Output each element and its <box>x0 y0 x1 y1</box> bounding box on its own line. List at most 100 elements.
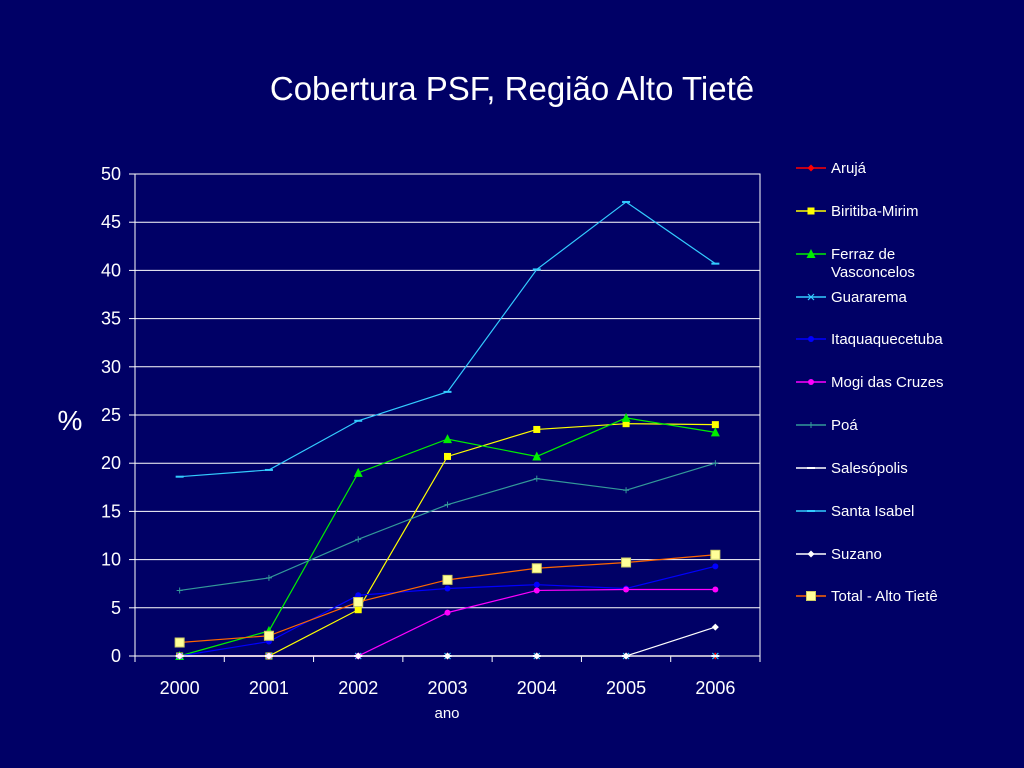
data-point-biritiba-mirim <box>444 452 451 460</box>
data-point-suzano <box>354 652 362 660</box>
data-point-biritiba-mirim <box>622 420 630 428</box>
legend-swatch-marker <box>808 422 814 428</box>
data-point-itaquaquecetuba <box>444 585 451 592</box>
legend-item-guararema: Guararema <box>796 289 908 306</box>
legend-label: Mogi das Cruzes <box>831 374 944 391</box>
x-tick-label: 2002 <box>338 678 378 698</box>
data-point-suzano <box>533 652 541 660</box>
legend-item-total-alto-tiete: Total - Alto Tietê <box>796 588 938 605</box>
data-point-ferraz-de-vasconcelos <box>710 427 720 437</box>
data-point-poa <box>623 487 630 494</box>
legend-swatch-marker <box>808 336 814 342</box>
data-point-suzano <box>265 652 273 660</box>
data-point-total-alto-tiete <box>531 563 542 574</box>
legend-swatch-marker <box>807 207 815 215</box>
x-tick-label: 2003 <box>427 678 467 698</box>
x-axis-ticks: 2000 2001 2002 2003 2004 2005 2006 <box>134 656 761 698</box>
x-tick-label: 2005 <box>606 678 646 698</box>
y-tick-label: 15 <box>101 501 121 521</box>
y-tick-label: 50 <box>101 164 121 184</box>
grid-lines <box>135 221 760 609</box>
x-axis-title: ano <box>434 705 459 722</box>
data-point-total-alto-tiete <box>263 630 274 641</box>
data-point-mogi-das-cruzes <box>533 587 540 594</box>
y-tick-label: 30 <box>101 357 121 377</box>
data-point-mogi-das-cruzes <box>712 586 719 593</box>
legend-swatch-marker <box>807 164 815 172</box>
y-tick-label: 25 <box>101 405 121 425</box>
y-tick-label: 0 <box>111 646 121 666</box>
y-tick-label: 20 <box>101 453 121 473</box>
data-point-ferraz-de-vasconcelos <box>532 451 542 461</box>
data-point-biritiba-mirim <box>533 425 541 433</box>
data-point-suzano <box>711 623 719 631</box>
x-tick-label: 2001 <box>249 678 289 698</box>
legend-label: Suzano <box>831 546 882 563</box>
data-point-total-alto-tiete <box>621 557 632 568</box>
y-axis-ticks: 0 5 10 15 20 25 30 35 40 45 50 <box>101 164 135 666</box>
x-tick-label: 2004 <box>517 678 557 698</box>
series-line-suzano <box>179 626 716 657</box>
legend-item-poa: Poá <box>796 417 858 434</box>
legend-label: Salesópolis <box>831 460 908 477</box>
data-point-mogi-das-cruzes <box>444 609 451 616</box>
legend: Arujá Biritiba-Mirim Ferraz de Vasconcelos G… <box>796 160 944 605</box>
legend-item-mogi-das-cruzes: Mogi das Cruzes <box>796 374 944 391</box>
y-axis-title: % <box>58 405 83 436</box>
data-point-total-alto-tiete <box>353 597 364 608</box>
legend-swatch-marker <box>808 379 814 385</box>
data-point-total-alto-tiete <box>442 574 453 585</box>
legend-swatch-marker <box>807 550 815 558</box>
series-markers <box>174 200 721 660</box>
legend-label: Biritiba-Mirim <box>831 203 919 220</box>
legend-item-santa-isabel: Santa Isabel <box>796 503 914 520</box>
legend-label: Arujá <box>831 160 867 177</box>
data-point-suzano <box>444 652 451 660</box>
legend-item-biritiba-mirim: Biritiba-Mirim <box>796 203 919 220</box>
legend-label: Ferraz de Vasconcelos <box>831 246 915 281</box>
series-line-mogi-das-cruzes <box>179 588 716 657</box>
legend-item-suzano: Suzano <box>796 546 882 563</box>
legend-item-itaquaquecetuba: Itaquaquecetuba <box>796 331 943 348</box>
y-tick-label: 45 <box>101 212 121 232</box>
legend-swatch-marker <box>807 293 815 301</box>
data-point-biritiba-mirim <box>711 421 719 429</box>
data-point-itaquaquecetuba <box>355 592 362 599</box>
data-point-poa <box>265 574 272 581</box>
data-point-biritiba-mirim <box>354 606 362 614</box>
y-tick-label: 5 <box>111 598 121 618</box>
data-point-poa <box>444 501 451 508</box>
data-point-itaquaquecetuba <box>712 563 719 570</box>
data-point-mogi-das-cruzes <box>623 586 630 593</box>
data-point-total-alto-tiete <box>710 549 721 560</box>
legend-item-aruja: Arujá <box>796 160 867 177</box>
x-tick-label: 2006 <box>695 678 735 698</box>
legend-swatch-marker <box>806 249 816 258</box>
y-tick-label: 40 <box>101 260 121 280</box>
data-point-total-alto-tiete <box>174 637 185 648</box>
data-point-poa <box>176 587 183 594</box>
series-line-total-alto-tiete <box>179 554 716 644</box>
data-point-suzano <box>622 652 630 660</box>
data-point-suzano <box>176 652 184 660</box>
chart-title: Cobertura PSF, Região Alto Tietê <box>269 70 755 107</box>
legend-swatch-marker <box>806 591 816 601</box>
legend-item-salesopolis: Salesópolis <box>796 460 908 477</box>
legend-label: Guararema <box>831 289 908 306</box>
data-point-poa <box>355 536 362 543</box>
y-tick-label: 35 <box>101 309 121 329</box>
data-point-poa <box>533 475 540 482</box>
legend-label: Santa Isabel <box>831 503 914 520</box>
data-point-ferraz-de-vasconcelos <box>621 412 631 422</box>
legend-label: Total - Alto Tietê <box>831 588 938 605</box>
y-tick-label: 10 <box>101 550 121 570</box>
data-point-ferraz-de-vasconcelos <box>443 434 452 444</box>
legend-item-ferraz-de-vasconcelos: Ferraz de Vasconcelos <box>796 246 915 281</box>
legend-label: Itaquaquecetuba <box>831 331 943 348</box>
series-line-poa <box>179 462 716 592</box>
data-point-poa <box>712 460 719 467</box>
legend-label: Poá <box>831 417 858 434</box>
data-point-ferraz-de-vasconcelos <box>353 467 363 477</box>
data-point-itaquaquecetuba <box>533 581 540 588</box>
